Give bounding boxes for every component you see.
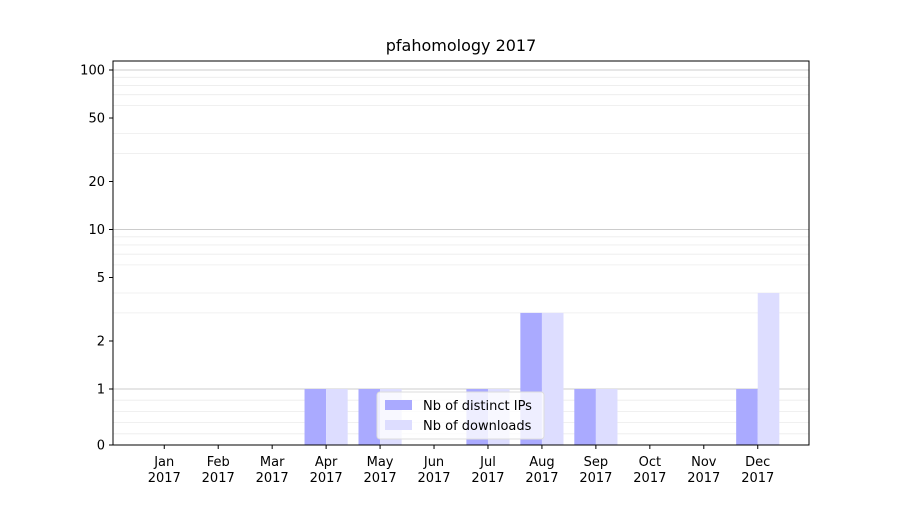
chart-title: pfahomology 2017 <box>386 36 537 55</box>
axes-layer: 0 1 2 5 10 20 50 100 Jan 2017 Feb 2017 Mar 2017 Apr 201… <box>80 60 810 486</box>
bar-downloads <box>326 389 348 445</box>
y-tick-label: 20 <box>88 175 105 190</box>
y-tick-label: 1 <box>97 383 105 398</box>
bar-ips <box>358 389 381 445</box>
legend-swatch <box>385 400 412 410</box>
x-tick-label: Sep 2017 <box>579 455 612 486</box>
legend-box <box>376 391 545 440</box>
x-tick-label: Mar 2017 <box>256 455 289 486</box>
x-tick-label: Feb 2017 <box>202 455 235 486</box>
x-tick-label: Jan 2017 <box>148 455 181 486</box>
legend-label: Nb of distinct IPs <box>423 399 532 414</box>
x-tick-label: Nov 2017 <box>687 455 720 486</box>
bar-ips <box>574 389 596 445</box>
y-tick-label: 2 <box>97 334 105 349</box>
x-tick-label: Dec 2017 <box>741 455 774 486</box>
bar-downloads <box>595 389 618 445</box>
y-tick-label: 100 <box>80 64 105 79</box>
bar-downloads <box>757 292 780 445</box>
x-tick-label: Apr 2017 <box>310 455 343 486</box>
y-tick-label: 10 <box>88 223 105 238</box>
legend: Nb of distinct IPs Nb of downloads <box>376 391 545 440</box>
x-tick-label: May 2017 <box>364 455 397 486</box>
x-tick-label: Aug 2017 <box>525 455 558 486</box>
bar-ips <box>736 389 758 445</box>
grid-layer <box>113 69 809 435</box>
legend-swatch <box>385 420 412 430</box>
x-tick-label: Jul 2017 <box>471 455 504 486</box>
plot-frame <box>112 60 810 446</box>
x-tick-label: Oct 2017 <box>633 455 666 486</box>
legend-label: Nb of downloads <box>423 419 532 434</box>
x-tick-label: Jun 2017 <box>417 455 450 486</box>
bar-downloads <box>541 312 564 445</box>
y-tick-label: 5 <box>97 271 105 286</box>
y-tick-label: 0 <box>97 439 105 454</box>
bar-ips <box>304 389 327 445</box>
y-tick-label: 50 <box>88 112 105 127</box>
